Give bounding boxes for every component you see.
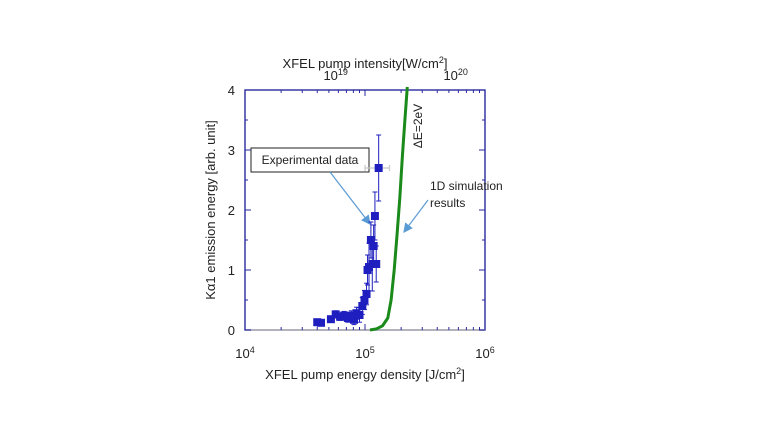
delta-label: ΔE=2eV	[411, 104, 425, 148]
y-tick-label: 3	[228, 143, 235, 158]
data-point	[347, 311, 356, 320]
y-tick-label: 1	[228, 263, 235, 278]
experimental-arrow	[329, 171, 371, 225]
x-tick-label: 104	[235, 345, 254, 361]
data-point	[317, 318, 326, 327]
x-tick-label: 106	[475, 345, 494, 361]
simulation-label-line2: results	[430, 196, 465, 210]
experimental-label-box	[250, 147, 370, 173]
simulation-line	[369, 86, 409, 332]
data-point	[370, 212, 379, 220]
x-axis-title: XFEL pump energy density [J/cm2]	[265, 366, 465, 382]
y-axis-title: Kα1 emission energy [arb. unit]	[203, 120, 218, 300]
x-tick-label: 105	[355, 345, 374, 361]
y-tick-label: 4	[228, 83, 235, 98]
simulation-label-line1: 1D simulation	[430, 179, 503, 193]
data-point	[362, 290, 371, 298]
y-tick-label: 0	[228, 323, 235, 338]
top-tick-label: 1020	[443, 67, 467, 83]
data-point	[331, 310, 340, 319]
data-point	[360, 296, 369, 304]
data-point	[336, 312, 345, 321]
chart-marks: 104 105 106 1019 1020 0 1 2 3 4	[228, 67, 495, 361]
top-tick-label: 1019	[323, 67, 347, 83]
data-point	[350, 315, 359, 324]
data-point	[366, 236, 375, 244]
data-point	[358, 302, 367, 310]
data-point	[326, 315, 335, 324]
y-tick-label: 2	[228, 203, 235, 218]
top-axis-title: XFEL pump intensity[W/cm2]	[283, 55, 448, 71]
data-point	[355, 311, 364, 319]
simulation-arrow	[403, 199, 429, 233]
experimental-label: Experimental data	[262, 153, 359, 167]
data-point	[372, 260, 381, 268]
data-point	[369, 242, 378, 250]
data-point	[374, 164, 383, 172]
